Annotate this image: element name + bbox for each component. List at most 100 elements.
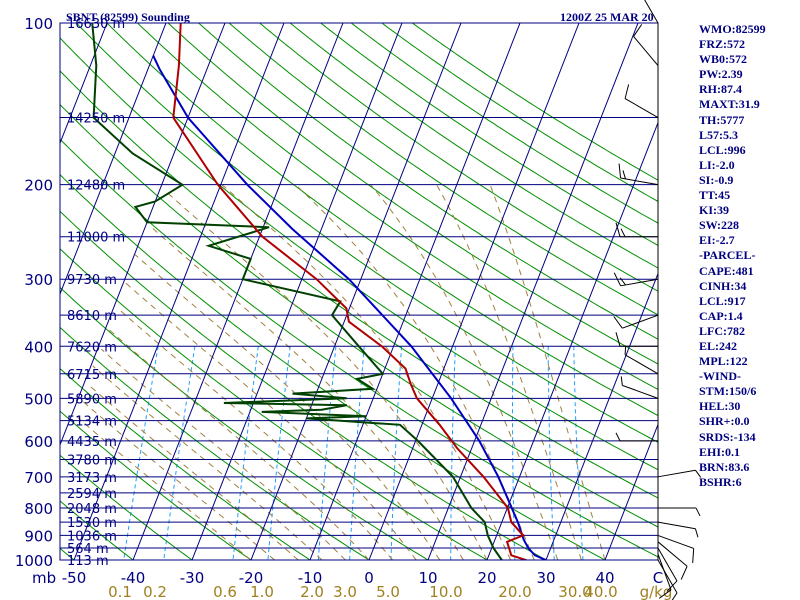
wind-barb-staff	[624, 354, 659, 375]
wind-barb-flag	[658, 589, 672, 599]
moist-adiabat-line	[92, 365, 323, 560]
time-title: 1200Z 25 MAR 20	[560, 10, 654, 24]
height-level-label: 1530 m	[67, 516, 117, 531]
wind-barb	[657, 541, 688, 580]
wind-barb-staff	[622, 314, 659, 329]
dry-adiabat-line	[60, 174, 606, 560]
x-axis-unit-label: C	[653, 569, 663, 587]
wind-barb	[615, 222, 658, 238]
index-item: EI:-2.7	[699, 233, 735, 248]
wind-barb	[657, 547, 678, 592]
wind-barbs	[613, 0, 702, 600]
height-level-label: 6715 m	[67, 368, 117, 383]
wind-barb-flag	[695, 469, 702, 478]
temperature-tick-label: -20	[239, 569, 264, 587]
index-item: EHI:0.1	[699, 444, 741, 459]
dry-adiabat-line	[289, 23, 658, 269]
temperature-tick-label: 30	[536, 569, 555, 587]
wind-barb	[624, 84, 659, 118]
isotherm-line	[368, 23, 580, 560]
pressure-tick-label: 500	[24, 390, 53, 408]
temperature-tick-label: -10	[298, 569, 323, 587]
index-item: TH:5777	[699, 112, 745, 127]
dry-adiabat-line	[60, 103, 658, 528]
index-item: LFC:782	[699, 323, 745, 338]
height-level-label: 9730 m	[67, 273, 117, 288]
dry-adiabat-line	[60, 248, 488, 560]
isotherm-line	[545, 272, 658, 560]
height-level-label: 11000 m	[67, 231, 125, 246]
isotherm-line	[73, 23, 285, 560]
mixing-ratio-unit-label: g/kg	[640, 583, 673, 600]
temperature-trace	[172, 23, 528, 560]
dry-adiabat-line	[76, 23, 658, 443]
pressure-tick-label: 600	[24, 433, 53, 451]
index-item: -PARCEL-	[699, 248, 756, 263]
mixing-ratio-label: 0.6	[213, 583, 237, 600]
height-level-label: 12480 m	[67, 179, 125, 194]
index-item: LCL:996	[699, 142, 746, 157]
wind-barb	[618, 163, 659, 186]
dry-adiabat-line	[60, 210, 547, 560]
wind-barb	[657, 534, 695, 563]
wind-barb-flag	[624, 345, 627, 355]
height-level-label: 8610 m	[67, 309, 117, 324]
mixing-ratio-label: 3.0	[333, 583, 357, 600]
index-item: CAPE:481	[699, 263, 754, 278]
temperature-tick-label: -40	[121, 569, 146, 587]
wind-barb-flag	[620, 228, 626, 237]
dry-adiabat-line	[60, 410, 252, 560]
temperature-tick-label: -30	[180, 569, 205, 587]
moist-adiabat-line	[87, 383, 299, 560]
dry-adiabat-line	[350, 23, 658, 224]
wind-barb-flag	[694, 528, 699, 538]
index-item: WMO:82599	[699, 22, 766, 36]
pressure-tick-label: 200	[24, 177, 53, 195]
wind-barb-flag	[695, 507, 701, 517]
height-level-label: 2048 m	[67, 502, 117, 517]
wind-barb	[644, 0, 659, 24]
wind-barb-staff	[620, 278, 659, 287]
pressure-tick-label: 400	[24, 338, 53, 356]
moist-adiabat-line	[370, 184, 559, 560]
isotherm-line	[427, 23, 639, 560]
temperature-tick-label: 40	[595, 569, 614, 587]
wind-barb-staff	[644, 0, 659, 24]
height-level-label: 3780 m	[67, 454, 117, 469]
dewpoint-trace	[91, 23, 504, 560]
pressure-tick-label: 100	[24, 15, 53, 33]
index-item: BSHR:6	[699, 474, 742, 489]
height-level-label: 564 m	[67, 542, 109, 557]
wind-barb-flag	[622, 170, 626, 180]
index-item: HEL:30	[699, 399, 741, 414]
mixing-ratio-label: 0.2	[143, 583, 167, 600]
index-item: KI:39	[699, 203, 729, 218]
height-level-label: 7620 m	[67, 340, 117, 355]
height-level-label: 16630 m	[67, 17, 125, 32]
isotherm-line	[60, 23, 167, 296]
isotherm-line	[60, 23, 108, 145]
wind-barb	[657, 521, 699, 538]
wind-barb-flag	[620, 376, 623, 386]
height-level-label: 5134 m	[67, 415, 117, 430]
moist-adiabat-line	[79, 397, 275, 560]
dry-adiabat-line	[137, 23, 658, 390]
wind-barb-staff	[657, 469, 696, 478]
parcel-trace	[152, 55, 547, 560]
dry-adiabat-line	[60, 454, 193, 560]
wind-barb	[658, 507, 701, 517]
dry-adiabat-line	[60, 70, 658, 499]
dry-adiabat-line	[60, 367, 311, 560]
height-level-label: 14250 m	[67, 112, 125, 127]
index-item: -WIND-	[699, 369, 741, 384]
height-level-label: 1036 m	[67, 529, 117, 544]
index-item: MPL:122	[699, 354, 748, 369]
index-item: LI:-2.0	[699, 157, 735, 172]
temperature-tick-label: 10	[418, 569, 437, 587]
index-item: LCL:917	[699, 293, 746, 308]
height-level-label: 3173 m	[67, 471, 117, 486]
wind-barb	[657, 559, 678, 600]
index-item: EL:242	[699, 338, 738, 353]
index-item: MAXT:31.9	[699, 97, 760, 112]
wind-barb-flag	[633, 24, 643, 37]
